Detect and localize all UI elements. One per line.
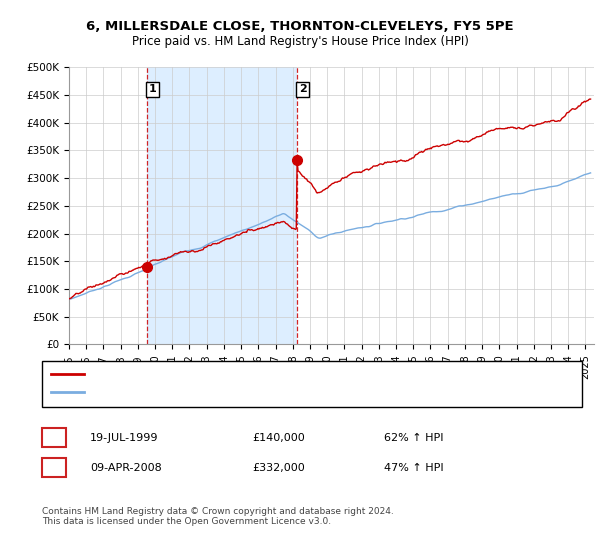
Text: Contains HM Land Registry data © Crown copyright and database right 2024.
This d: Contains HM Land Registry data © Crown c… xyxy=(42,507,394,526)
Text: Price paid vs. HM Land Registry's House Price Index (HPI): Price paid vs. HM Land Registry's House … xyxy=(131,35,469,48)
Text: 1: 1 xyxy=(50,431,58,445)
Text: 2: 2 xyxy=(50,461,58,474)
Text: HPI: Average price, detached house, Wyre: HPI: Average price, detached house, Wyre xyxy=(90,387,300,397)
Text: £140,000: £140,000 xyxy=(252,433,305,443)
Text: £332,000: £332,000 xyxy=(252,463,305,473)
Text: 1: 1 xyxy=(148,85,156,95)
Text: 47% ↑ HPI: 47% ↑ HPI xyxy=(384,463,443,473)
Bar xyxy=(147,67,298,344)
Text: 19-JUL-1999: 19-JUL-1999 xyxy=(90,433,158,443)
Text: 6, MILLERSDALE CLOSE, THORNTON-CLEVELEYS, FY5 5PE: 6, MILLERSDALE CLOSE, THORNTON-CLEVELEYS… xyxy=(86,20,514,32)
Text: 62% ↑ HPI: 62% ↑ HPI xyxy=(384,433,443,443)
Text: 09-APR-2008: 09-APR-2008 xyxy=(90,463,162,473)
Text: 6, MILLERSDALE CLOSE, THORNTON-CLEVELEYS, FY5 5PE (detached house): 6, MILLERSDALE CLOSE, THORNTON-CLEVELEYS… xyxy=(90,368,466,379)
Text: 2: 2 xyxy=(299,85,307,95)
